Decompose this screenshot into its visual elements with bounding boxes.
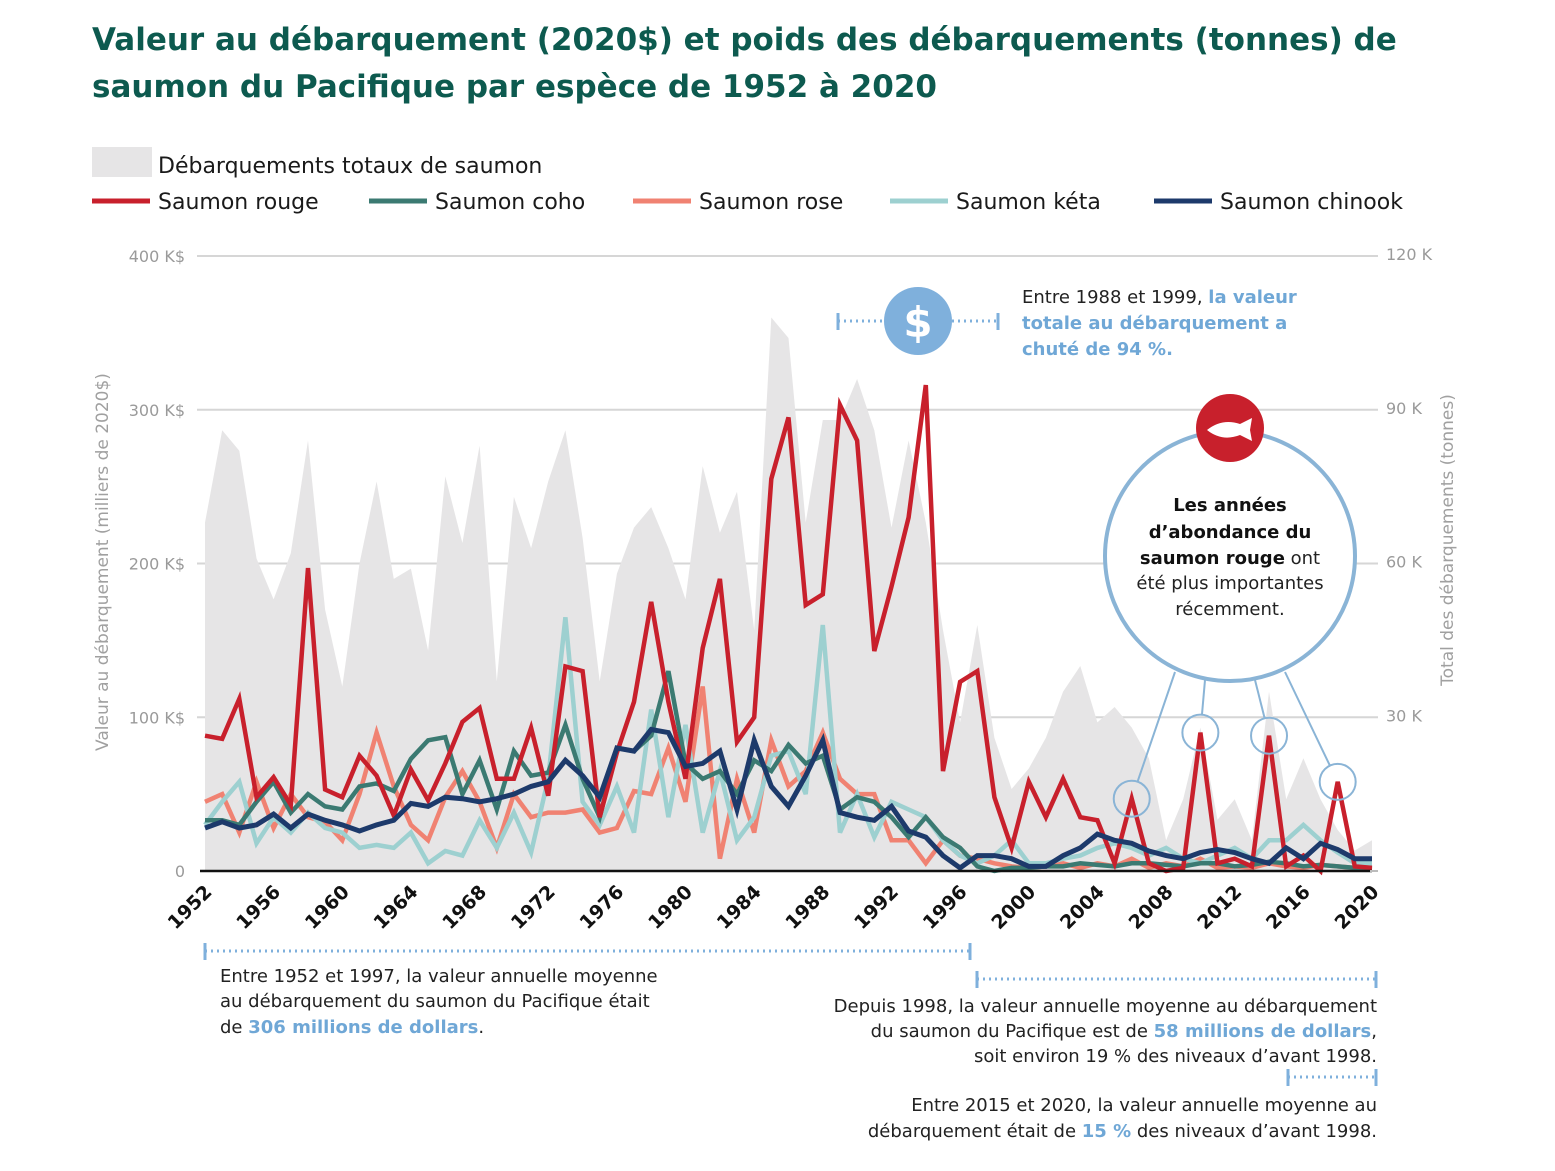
before-a: de xyxy=(220,1017,248,1038)
x-tick-label: 1960 xyxy=(301,881,354,934)
abundance-callout: Les années d’abondance du saumon rouge o… xyxy=(1103,394,1357,783)
dollar-icon xyxy=(884,287,952,355)
x-tick-label: 1972 xyxy=(507,881,560,934)
series-line-sockeye xyxy=(204,384,1373,876)
before-1998-note: Entre 1952 et 1997, la valeur annuelle m… xyxy=(203,943,972,1038)
callout-bold: saumon rouge xyxy=(1140,548,1285,569)
x-tick-label: 2008 xyxy=(1125,881,1178,934)
drop-text-line-3: chuté de 94 %. xyxy=(1022,339,1173,360)
x-tick-label: 1952 xyxy=(164,881,217,934)
x-tick-label: 1968 xyxy=(438,881,491,934)
since-highlight: 58 millions de dollars xyxy=(1154,1021,1372,1042)
callout-line-5: récemment. xyxy=(1175,599,1284,620)
total-landings-area xyxy=(205,317,1372,871)
series-line-chum xyxy=(203,617,1372,867)
recent-line-1: Entre 2015 et 2020, la valeur annuelle m… xyxy=(911,1095,1377,1116)
drop-text-a: Entre 1988 et 1999, xyxy=(1022,287,1208,308)
legend: Débarquements totaux de saumon Saumon ro… xyxy=(92,147,1403,215)
legend-label-chum: Saumon kéta xyxy=(956,190,1101,215)
highlight-circle-2010 xyxy=(1181,713,1220,752)
series-line-chinook xyxy=(204,726,1372,871)
x-tick-label: 2020 xyxy=(1331,881,1384,934)
callout-connector xyxy=(1200,679,1206,715)
y-tick-label-left: 0 xyxy=(175,862,185,881)
x-tick-label: 1976 xyxy=(575,881,628,934)
y-axis-label-left: Valeur au débarquement (milliers de 2020… xyxy=(93,373,113,751)
x-tick-label: 1996 xyxy=(919,881,972,934)
x-tick-label: 1956 xyxy=(232,881,285,934)
drop-text-line-2: totale au débarquement a xyxy=(1022,313,1287,334)
legend-label-coho: Saumon coho xyxy=(435,190,585,215)
before-line-3: de 306 millions de dollars. xyxy=(220,1017,484,1038)
x-tick-label: 2016 xyxy=(1262,881,1315,934)
callout-connector xyxy=(1284,671,1331,767)
legend-label-pink: Saumon rose xyxy=(699,190,843,215)
before-highlight: 306 millions de dollars xyxy=(248,1017,478,1038)
callout-connector xyxy=(1136,671,1176,783)
drop-text-b: la valeur xyxy=(1208,287,1297,308)
dollar-glyph: $ xyxy=(903,298,932,347)
recent-highlight: 15 % xyxy=(1082,1121,1131,1142)
y-tick-label-right: 60 K xyxy=(1386,553,1422,572)
callout-line-2: d’abondance du xyxy=(1149,522,1312,543)
highlight-circle-2006 xyxy=(1112,779,1151,818)
legend-swatch-total xyxy=(92,147,152,177)
y-tick-label-left: 200 K$ xyxy=(129,555,185,574)
y-tick-label-right: 90 K xyxy=(1386,399,1422,418)
x-tick-label: 1992 xyxy=(850,881,903,934)
fish-glyph xyxy=(1207,418,1252,441)
recent-a: débarquement était de xyxy=(868,1121,1082,1142)
legend-label-chinook: Saumon chinook xyxy=(1220,190,1403,215)
before-line-2: au débarquement du saumon du Pacifique é… xyxy=(220,991,650,1012)
x-tick-label: 2004 xyxy=(1056,881,1109,934)
y-axis-label-right: Total des débarquements (tonnes) xyxy=(1438,394,1458,687)
legend-label-total: Débarquements totaux de saumon xyxy=(158,154,542,179)
x-tick-label: 2012 xyxy=(1193,881,1246,934)
series-line-coho xyxy=(205,670,1372,874)
callout-rest: ont xyxy=(1285,548,1320,569)
highlight-circle-2014 xyxy=(1250,716,1289,755)
x-tick-label: 1964 xyxy=(370,881,423,934)
chart-title-line-2: saumon du Pacifique par espèce de 1952 à… xyxy=(92,69,937,105)
y-tick-label-left: 100 K$ xyxy=(129,708,185,727)
highlight-circle-2018 xyxy=(1318,762,1357,801)
callout-connector xyxy=(1254,679,1266,719)
x-tick-label: 2000 xyxy=(987,881,1040,934)
drop-annotation: $ Entre 1988 et 1999, la valeur totale a… xyxy=(836,287,1297,360)
drop-text-line-1: Entre 1988 et 1999, la valeur xyxy=(1022,287,1297,308)
callout-line-3: saumon rouge ont xyxy=(1140,548,1320,569)
since-line-3: soit environ 19 % des niveaux d’avant 19… xyxy=(974,1046,1377,1067)
x-tick-label: 1988 xyxy=(781,881,834,934)
y-tick-label-right: 30 K xyxy=(1386,706,1422,725)
recent-c: des niveaux d’avant 1998. xyxy=(1131,1121,1377,1142)
x-tick-label: 1984 xyxy=(713,881,766,934)
since-1998-note: Depuis 1998, la valeur annuelle moyenne … xyxy=(834,971,1378,1067)
since-c: , xyxy=(1371,1021,1377,1042)
before-c: . xyxy=(478,1017,484,1038)
y-tick-label-right: 120 K xyxy=(1386,245,1433,264)
callout-line-4: été plus importantes xyxy=(1136,573,1323,594)
since-line-1: Depuis 1998, la valeur annuelle moyenne … xyxy=(834,996,1377,1017)
callout-line-1: Les années xyxy=(1173,495,1287,516)
recent-line-2: débarquement était de 15 % des niveaux d… xyxy=(868,1121,1377,1142)
x-tick-label: 1980 xyxy=(644,881,697,934)
since-line-2: du saumon du Pacifique est de 58 million… xyxy=(871,1021,1377,1042)
recent-note: Entre 2015 et 2020, la valeur annuelle m… xyxy=(868,1069,1378,1142)
y-tick-label-left: 400 K$ xyxy=(129,247,185,266)
before-line-1: Entre 1952 et 1997, la valeur annuelle m… xyxy=(220,966,658,987)
y-tick-label-left: 300 K$ xyxy=(129,401,185,420)
since-a: du saumon du Pacifique est de xyxy=(871,1021,1154,1042)
chart-title-line-1: Valeur au débarquement (2020$) et poids … xyxy=(92,22,1397,58)
legend-label-sockeye: Saumon rouge xyxy=(158,190,319,215)
